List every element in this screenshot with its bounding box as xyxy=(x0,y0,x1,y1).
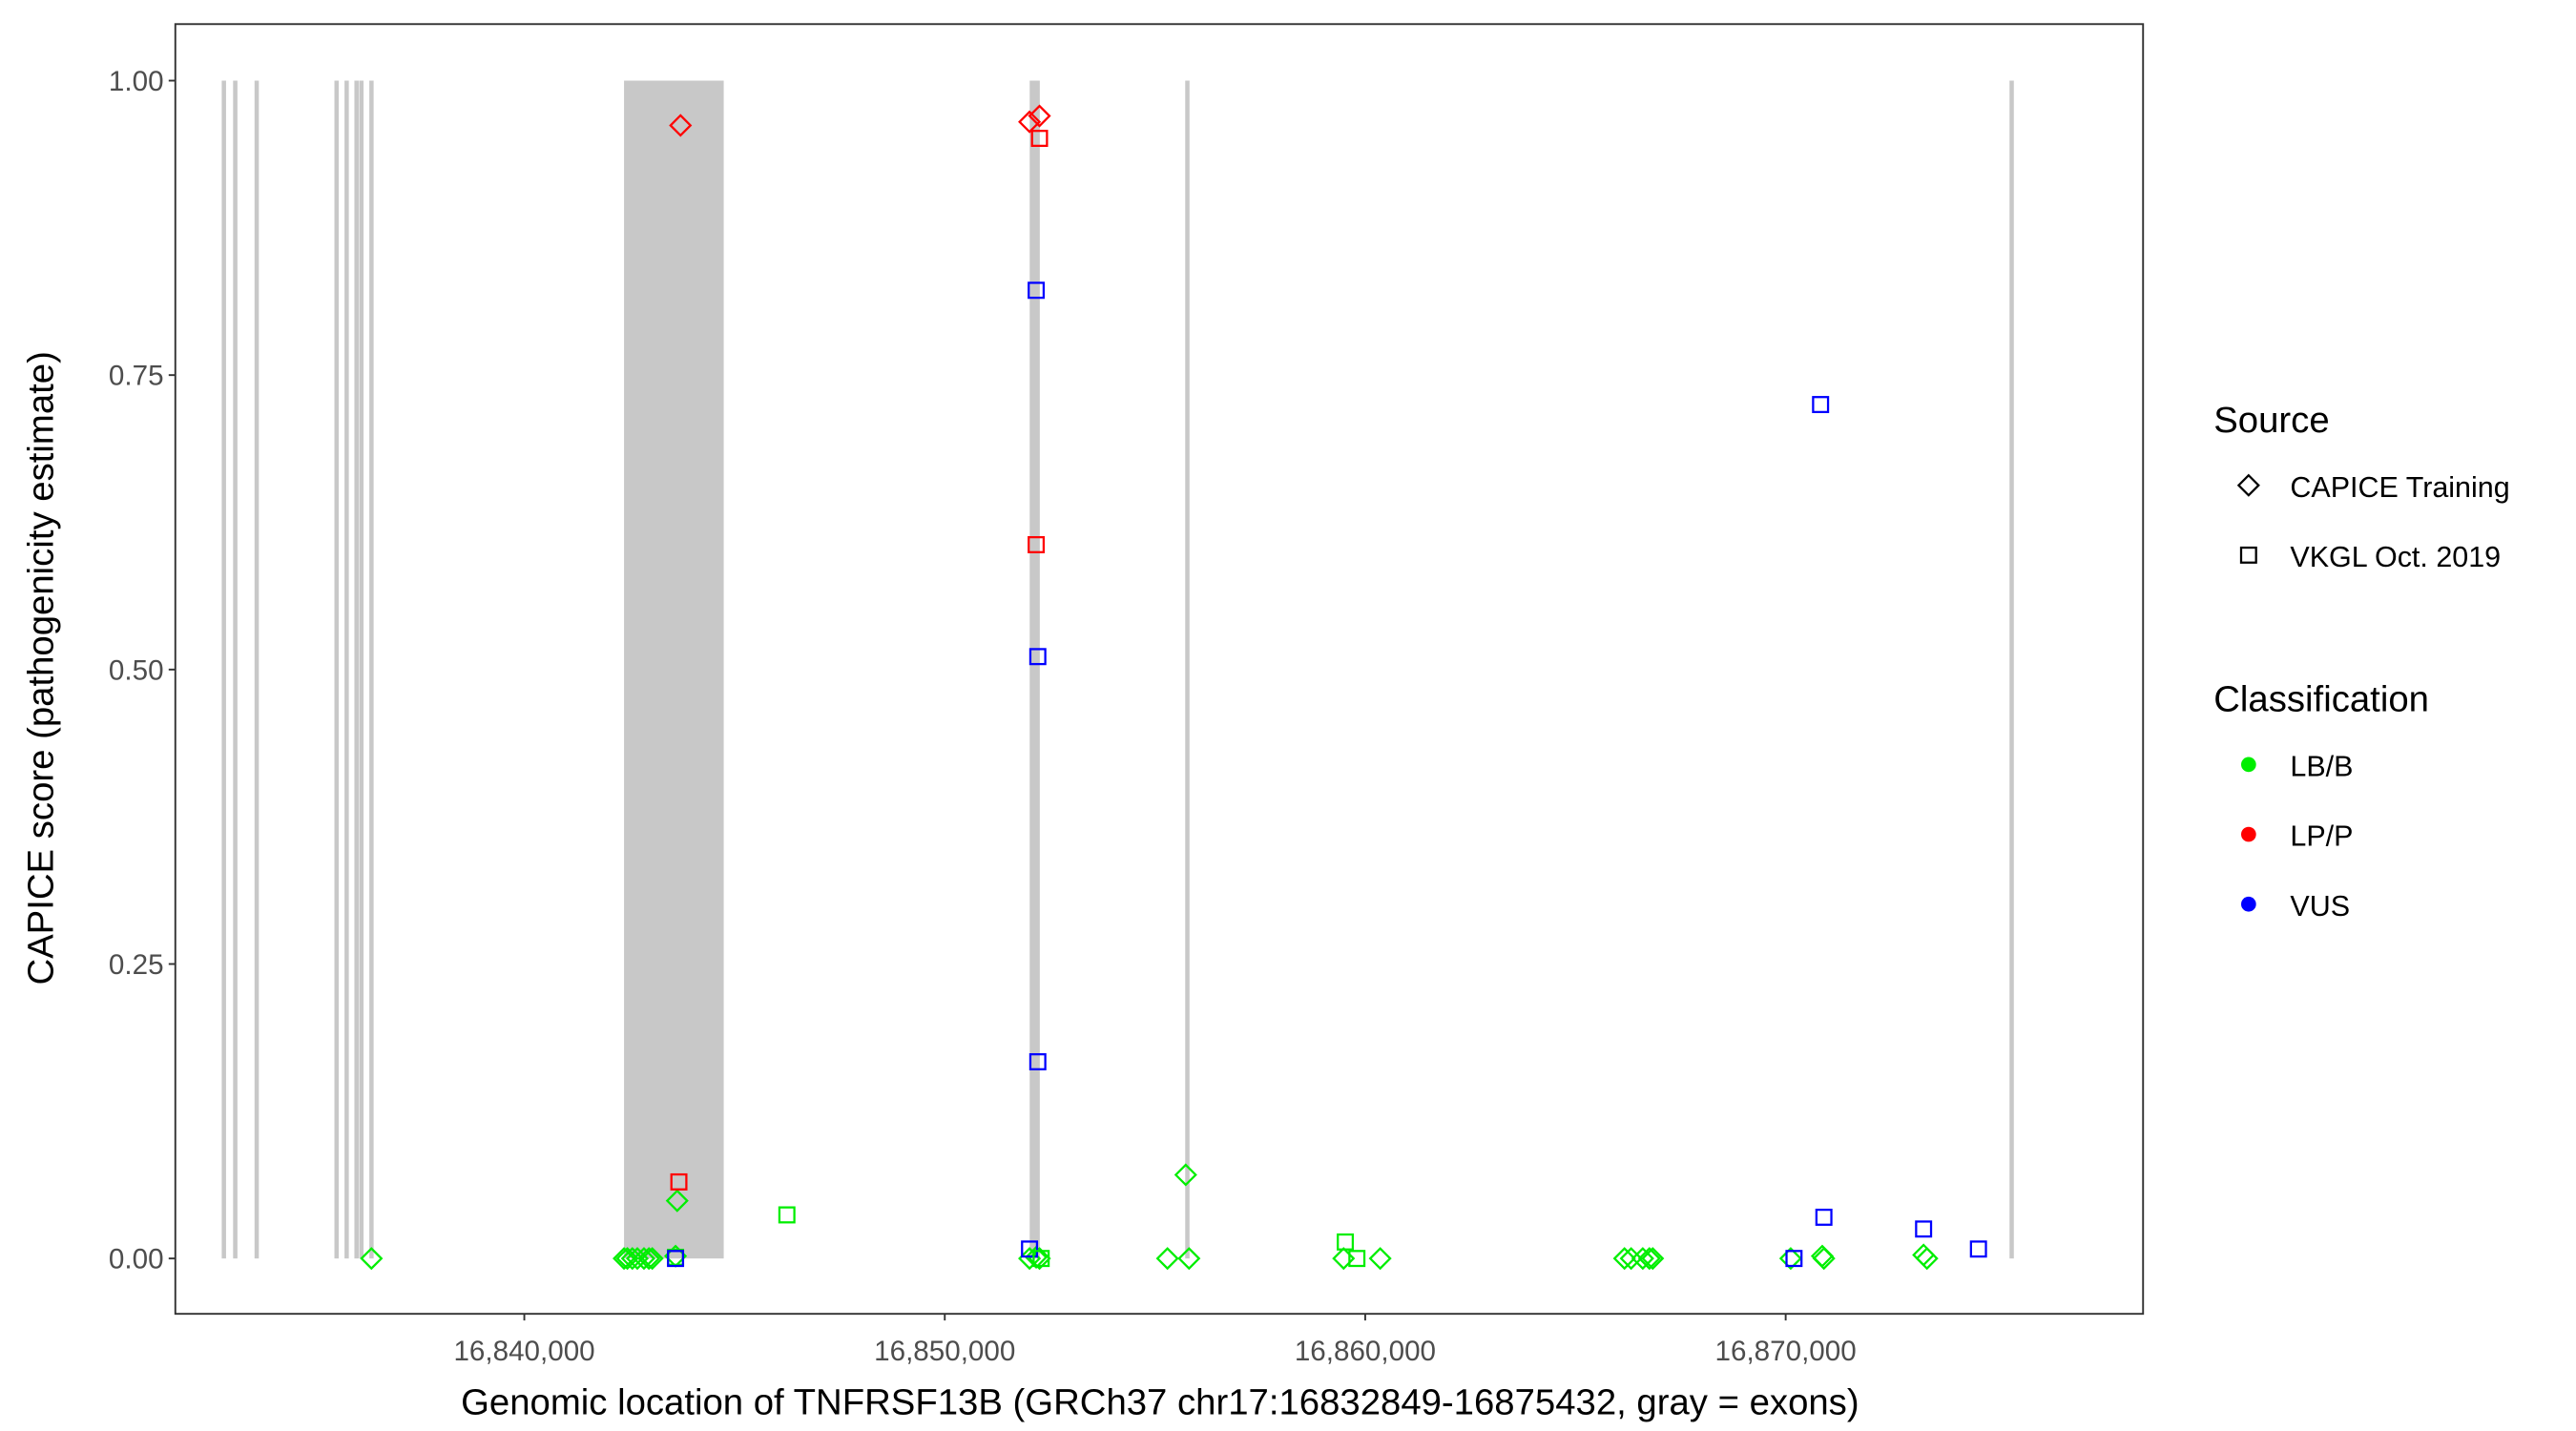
square-icon xyxy=(2239,546,2257,564)
legend-classification-title: Classification xyxy=(2213,679,2429,720)
point-vkgl-square xyxy=(1028,281,1046,300)
point-vkgl-square xyxy=(1785,1250,1803,1268)
x-axis-title: Genomic location of TNFRSF13B (GRCh37 ch… xyxy=(461,1382,1859,1423)
point-capice-diamond xyxy=(625,1247,650,1271)
point-capice-diamond xyxy=(1174,1163,1197,1187)
point-capice-diamond xyxy=(637,1247,661,1271)
legend-source-title: Source xyxy=(2213,400,2329,441)
legend-label-lbb: LB/B xyxy=(2290,751,2353,783)
point-capice-diamond xyxy=(1612,1247,1636,1271)
exon-band xyxy=(369,80,374,1259)
point-capice-diamond xyxy=(1155,1247,1179,1271)
legend-label-lpp: LP/P xyxy=(2290,820,2353,853)
point-vkgl-square xyxy=(1337,1233,1355,1251)
y-axis: 0.00 0.25 0.50 0.75 1.00 xyxy=(109,66,176,1275)
x-tick-label: 16,860,000 xyxy=(1295,1336,1436,1367)
exon-bands xyxy=(221,80,2014,1259)
point-capice-diamond xyxy=(1812,1247,1836,1271)
exon-band xyxy=(221,80,226,1259)
x-tick-label: 16,840,000 xyxy=(453,1336,594,1367)
point-capice-diamond xyxy=(615,1247,639,1271)
exon-band xyxy=(344,80,349,1259)
point-capice-diamond xyxy=(1177,1247,1201,1271)
point-capice-diamond xyxy=(1619,1247,1643,1271)
lbb-dot-icon xyxy=(2241,757,2256,773)
exon-band xyxy=(1029,80,1040,1259)
y-tick-label: 0.00 xyxy=(109,1244,164,1275)
point-vkgl-square xyxy=(1815,1208,1833,1226)
point-vkgl-square xyxy=(1348,1250,1366,1268)
point-vkgl-square xyxy=(1028,1052,1047,1070)
point-vkgl-square xyxy=(1028,648,1047,666)
point-capice-diamond xyxy=(632,1247,656,1271)
point-capice-diamond xyxy=(620,1247,644,1271)
diamond-icon xyxy=(2236,473,2260,497)
data-points xyxy=(360,104,1987,1271)
y-axis-title: CAPICE score (pathogenicity estimate) xyxy=(21,351,62,985)
exon-band xyxy=(233,80,238,1259)
legend-label-vus: VUS xyxy=(2290,890,2350,923)
point-vkgl-square xyxy=(667,1250,685,1268)
exon-band xyxy=(624,80,724,1259)
legend-label-capice: CAPICE Training xyxy=(2290,471,2509,504)
vus-dot-icon xyxy=(2241,896,2256,912)
point-capice-diamond xyxy=(1641,1247,1665,1271)
point-vkgl-square xyxy=(1030,130,1049,147)
point-vkgl-square xyxy=(670,1172,688,1191)
exon-band xyxy=(1185,80,1190,1259)
exon-band xyxy=(254,80,260,1259)
point-vkgl-square xyxy=(1812,396,1830,414)
point-vkgl-square xyxy=(1028,535,1046,553)
point-capice-diamond xyxy=(640,1247,664,1271)
point-vkgl-square xyxy=(778,1206,796,1224)
exon-band xyxy=(334,80,340,1259)
point-capice-diamond xyxy=(1018,110,1042,134)
point-capice-diamond xyxy=(1028,104,1051,128)
point-capice-diamond xyxy=(1915,1247,1939,1271)
point-capice-diamond xyxy=(665,1189,689,1213)
point-capice-diamond xyxy=(1631,1247,1654,1271)
point-capice-diamond xyxy=(669,114,693,137)
x-tick-label: 16,850,000 xyxy=(874,1336,1015,1367)
point-vkgl-square xyxy=(1915,1220,1933,1238)
point-capice-diamond xyxy=(1637,1247,1661,1271)
point-capice-diamond xyxy=(1025,1245,1049,1269)
point-capice-diamond xyxy=(1778,1247,1802,1271)
legend: Source CAPICE Training VKGL Oct. 2019 Cl… xyxy=(2213,400,2509,923)
lpp-dot-icon xyxy=(2241,826,2256,842)
point-vkgl-square xyxy=(1021,1240,1039,1258)
y-tick-label: 0.75 xyxy=(109,361,164,392)
point-capice-diamond xyxy=(360,1247,384,1271)
point-vkgl-square xyxy=(1969,1240,1987,1258)
exon-band xyxy=(2009,80,2014,1259)
y-tick-label: 1.00 xyxy=(109,66,164,97)
x-axis: 16,840,000 16,850,000 16,860,000 16,870,000 xyxy=(453,1314,1857,1367)
y-tick-label: 0.25 xyxy=(109,949,164,981)
x-tick-label: 16,870,000 xyxy=(1715,1336,1857,1367)
point-capice-diamond xyxy=(1368,1247,1392,1271)
point-vkgl-square xyxy=(1032,1250,1050,1268)
exon-band xyxy=(359,80,364,1259)
y-tick-label: 0.50 xyxy=(109,654,164,686)
legend-label-vkgl: VKGL Oct. 2019 xyxy=(2290,541,2501,573)
plot-panel-border xyxy=(174,23,2145,1316)
exon-band xyxy=(354,80,359,1259)
